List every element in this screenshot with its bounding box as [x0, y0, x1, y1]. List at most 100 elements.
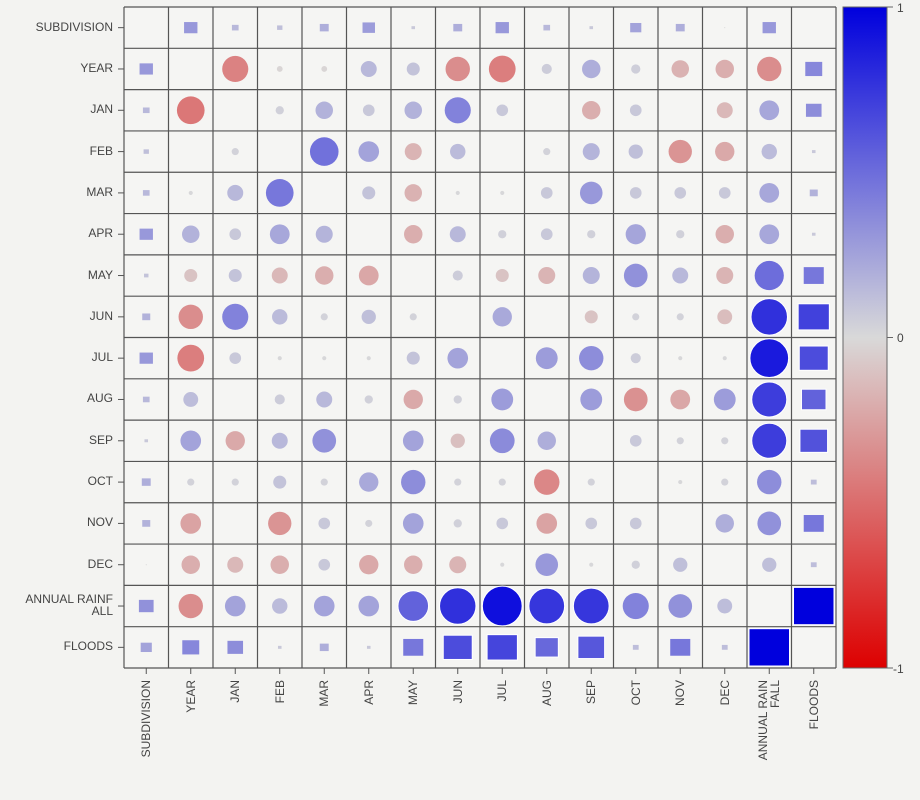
correlation-marker: [271, 432, 288, 449]
correlation-marker: [535, 553, 559, 577]
correlation-marker: [231, 478, 239, 486]
correlation-marker: [811, 232, 816, 236]
correlation-marker: [406, 351, 420, 365]
correlation-marker: [231, 24, 239, 31]
correlation-marker: [358, 141, 380, 162]
correlation-marker: [674, 187, 687, 199]
correlation-marker: [809, 189, 818, 197]
y-tick-label: OCT: [87, 474, 113, 489]
correlation-marker: [142, 190, 150, 196]
correlation-marker: [537, 431, 556, 451]
correlation-marker: [444, 97, 471, 124]
correlation-marker: [528, 587, 566, 625]
correlation-marker: [630, 353, 641, 364]
correlation-marker: [453, 519, 462, 528]
correlation-marker: [312, 428, 337, 453]
correlation-marker: [534, 469, 560, 495]
correlation-marker: [320, 313, 328, 321]
correlation-marker: [670, 638, 691, 656]
correlation-marker: [366, 645, 371, 649]
correlation-marker: [449, 556, 467, 574]
correlation-marker: [182, 640, 200, 655]
correlation-marker: [359, 472, 379, 492]
x-tick-label: JUN: [450, 680, 465, 704]
correlation-marker: [142, 313, 151, 321]
correlation-marker: [277, 356, 282, 361]
correlation-marker: [629, 187, 642, 199]
correlation-marker: [362, 186, 376, 200]
correlation-marker: [748, 628, 790, 667]
correlation-marker: [321, 66, 328, 72]
colorbar-tick-min: -1: [893, 662, 904, 676]
correlation-marker: [315, 225, 333, 243]
correlation-marker: [668, 139, 692, 164]
correlation-marker: [538, 267, 556, 285]
x-tick-label: NOV: [673, 680, 688, 707]
correlation-marker: [361, 309, 376, 324]
correlation-marker: [439, 587, 477, 625]
correlation-marker: [265, 179, 294, 207]
correlation-marker: [670, 389, 691, 410]
correlation-marker: [180, 430, 202, 452]
correlation-marker: [271, 267, 288, 284]
correlation-marker: [759, 100, 780, 121]
correlation-marker: [231, 148, 239, 156]
correlation-marker: [715, 224, 734, 244]
correlation-marker: [492, 307, 512, 327]
correlation-marker: [751, 381, 788, 418]
correlation-marker: [757, 56, 782, 82]
correlation-marker: [543, 24, 551, 31]
x-tick-label: FLOODS: [806, 680, 821, 730]
correlation-marker: [362, 104, 375, 117]
correlation-marker: [572, 587, 610, 625]
axis-ticks: [118, 27, 815, 674]
correlation-marker: [228, 269, 242, 283]
correlation-marker: [222, 55, 249, 83]
correlation-marker: [181, 555, 200, 574]
correlation-marker: [535, 347, 558, 370]
correlation-marker: [364, 395, 373, 404]
correlation-marker: [716, 102, 733, 119]
correlation-marker: [811, 150, 816, 154]
correlation-marker: [362, 22, 375, 33]
correlation-marker: [488, 55, 516, 83]
y-tick-label: JUN: [89, 308, 113, 323]
y-tick-label: JUL: [91, 350, 113, 365]
correlation-marker: [757, 511, 782, 536]
correlation-marker: [724, 27, 726, 29]
correlation-markers: [138, 22, 835, 667]
y-tick-label: SEP: [88, 432, 113, 447]
grid-lines: [123, 6, 837, 669]
correlation-marker: [144, 273, 149, 278]
correlation-marker: [678, 480, 683, 485]
correlation-marker: [762, 557, 777, 572]
correlation-marker: [762, 22, 776, 34]
correlation-marker: [406, 62, 420, 76]
correlation-marker: [142, 520, 151, 527]
correlation-marker: [402, 430, 424, 452]
x-tick-label: OCT: [628, 680, 643, 706]
correlation-marker: [751, 422, 788, 459]
correlation-marker: [632, 313, 640, 321]
correlation-marker: [276, 66, 283, 72]
correlation-marker: [445, 56, 470, 82]
correlation-marker: [722, 356, 727, 361]
y-tick-label: DEC: [87, 556, 113, 571]
correlation-marker: [716, 267, 734, 285]
correlation-marker: [450, 143, 466, 160]
correlation-marker: [402, 513, 424, 534]
correlation-marker: [803, 267, 824, 284]
correlation-marker: [717, 309, 733, 325]
correlation-marker: [543, 148, 551, 156]
correlation-marker: [810, 562, 817, 568]
correlation-marker: [582, 59, 601, 79]
y-tick-label: APR: [88, 226, 113, 241]
correlation-marker: [315, 101, 334, 120]
correlation-marker: [139, 352, 153, 364]
correlation-marker: [181, 225, 200, 243]
correlation-marker: [315, 266, 334, 285]
correlation-marker: [144, 439, 149, 443]
correlation-marker: [721, 478, 729, 486]
correlation-marker: [142, 396, 150, 403]
correlation-marker: [715, 514, 734, 533]
